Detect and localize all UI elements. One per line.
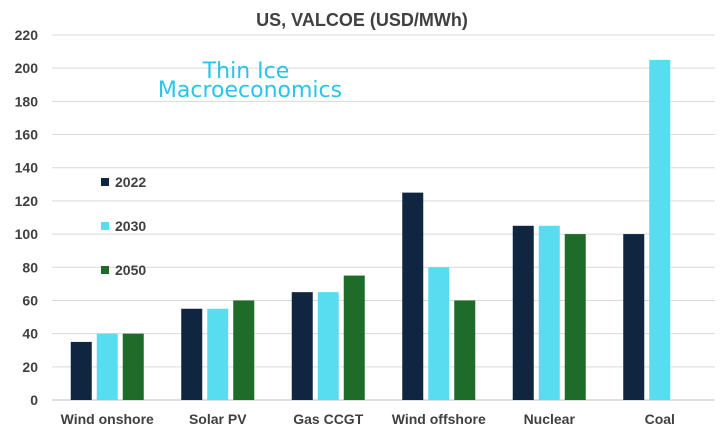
y-tick-label-140: 140 [15, 160, 39, 176]
x-category-label: Wind offshore [392, 411, 486, 427]
bar-wind-onshore-2050 [122, 333, 144, 400]
y-tick-label-200: 200 [15, 60, 39, 76]
legend: 2022 2030 2050 [101, 174, 146, 278]
bars [70, 59, 671, 401]
legend-swatch-2030 [101, 222, 109, 230]
bar-wind-offshore-2022 [402, 192, 424, 400]
legend-label-2050: 2050 [115, 262, 146, 278]
chart-title: US, VALCOE (USD/MWh) [256, 10, 468, 30]
bar-nuclear-2050 [564, 234, 586, 400]
y-axis-ticks: 0 20 40 60 80 100 120 140 160 180 200 220 [15, 27, 39, 408]
bar-gas-ccgt-2050 [343, 275, 365, 400]
logo: Thin Ice Macroeconomics [158, 59, 342, 103]
logo-line-2: Macroeconomics [158, 78, 342, 103]
logo-line-1: Thin Ice [202, 59, 290, 84]
x-category-label: Wind onshore [61, 411, 154, 427]
bar-gas-ccgt-2030 [317, 292, 339, 400]
bar-solar-pv-2030 [207, 308, 229, 400]
x-category-label: Gas CCGT [293, 411, 363, 427]
y-tick-label-220: 220 [15, 27, 39, 43]
y-tick-label-20: 20 [22, 359, 38, 375]
bar-nuclear-2030 [538, 225, 560, 400]
bar-wind-offshore-2050 [454, 300, 476, 400]
legend-swatch-2022 [101, 178, 109, 186]
bar-coal-2022 [623, 234, 645, 400]
y-tick-label-160: 160 [15, 127, 39, 143]
legend-label-2030: 2030 [115, 218, 146, 234]
y-tick-label-80: 80 [22, 259, 38, 275]
bar-wind-onshore-2022 [70, 341, 92, 400]
legend-swatch-2050 [101, 266, 109, 274]
bar-nuclear-2022 [512, 225, 534, 400]
x-category-label: Solar PV [189, 411, 247, 427]
y-tick-label-120: 120 [15, 193, 39, 209]
y-tick-label-60: 60 [22, 292, 38, 308]
x-category-label: Nuclear [524, 411, 576, 427]
bar-solar-pv-2050 [233, 300, 255, 400]
y-tick-label-0: 0 [30, 392, 38, 408]
bar-gas-ccgt-2022 [291, 292, 313, 400]
legend-label-2022: 2022 [115, 174, 146, 190]
y-tick-label-180: 180 [15, 93, 39, 109]
x-axis-categories: Wind onshore Solar PV Gas CCGT Wind offshor… [61, 411, 675, 427]
bar-solar-pv-2022 [181, 308, 203, 400]
bar-wind-onshore-2030 [96, 333, 118, 400]
y-tick-label-40: 40 [22, 326, 38, 342]
bar-wind-offshore-2030 [428, 267, 450, 400]
y-tick-label-100: 100 [15, 226, 39, 242]
bar-coal-2030 [649, 59, 671, 401]
x-category-label: Coal [645, 411, 675, 427]
gridlines [52, 34, 715, 401]
